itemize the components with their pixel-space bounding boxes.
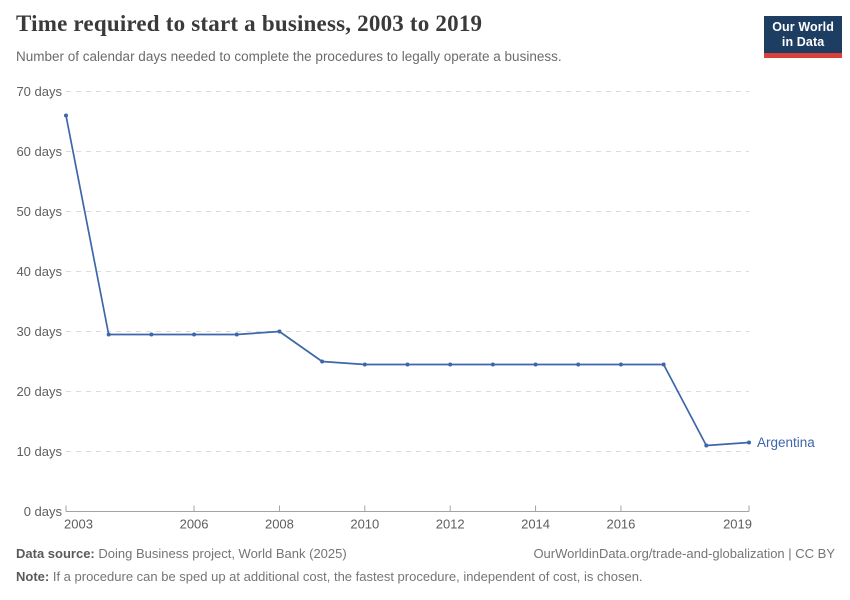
data-point[interactable] (448, 362, 453, 367)
y-tick-label: 30 days (16, 324, 62, 339)
y-tick-label: 40 days (16, 264, 62, 279)
chart-subtitle: Number of calendar days needed to comple… (16, 49, 562, 64)
page-title: Time required to start a business, 2003 … (16, 11, 483, 36)
data-point[interactable] (490, 362, 495, 367)
x-tick-label: 2003 (64, 517, 93, 532)
data-point[interactable] (106, 332, 111, 337)
y-tick-label: 50 days (16, 204, 62, 219)
data-source-label: Data source: (16, 546, 95, 561)
x-tick-label: 2019 (723, 517, 752, 532)
data-point[interactable] (704, 443, 709, 448)
x-tick-label: 2010 (350, 517, 379, 532)
note-label: Note: (16, 569, 50, 584)
data-point[interactable] (192, 332, 197, 337)
data-point[interactable] (661, 362, 666, 367)
data-point[interactable] (320, 359, 325, 364)
data-point[interactable] (234, 332, 239, 337)
x-tick-label: 2014 (521, 517, 550, 532)
chart-footer: Data source: Doing Business project, Wor… (16, 546, 835, 584)
data-point[interactable] (747, 440, 751, 445)
y-tick-label: 70 days (16, 84, 62, 99)
y-tick-label: 10 days (16, 444, 62, 459)
owid-logo-line2: in Data (781, 34, 825, 49)
x-tick-label: 2016 (606, 517, 635, 532)
data-point[interactable] (64, 113, 68, 118)
owid-logo[interactable]: Our World in Data (764, 16, 842, 58)
data-point[interactable] (405, 362, 410, 367)
data-point[interactable] (277, 329, 282, 334)
series-line-argentina[interactable] (65, 114, 750, 447)
data-point[interactable] (576, 362, 581, 367)
y-tick-label: 60 days (16, 144, 62, 159)
x-tick-label: 2006 (180, 517, 209, 532)
data-point[interactable] (362, 362, 367, 367)
data-point[interactable] (533, 362, 538, 367)
data-source-text: Data source: Doing Business project, Wor… (16, 546, 347, 561)
y-tick-label: 20 days (16, 384, 62, 399)
x-tick-label: 2008 (265, 517, 294, 532)
data-point[interactable] (149, 332, 154, 337)
x-tick-label: 2012 (436, 517, 465, 532)
data-point[interactable] (618, 362, 623, 367)
owid-logo-line1: Our World (772, 20, 834, 34)
note-text: Note: If a procedure can be sped up at a… (16, 569, 643, 584)
entity-label-argentina[interactable]: Argentina (757, 435, 815, 450)
y-tick-label: 0 days (24, 504, 63, 519)
attribution-link[interactable]: OurWorldinData.org/trade-and-globalizati… (533, 546, 835, 561)
